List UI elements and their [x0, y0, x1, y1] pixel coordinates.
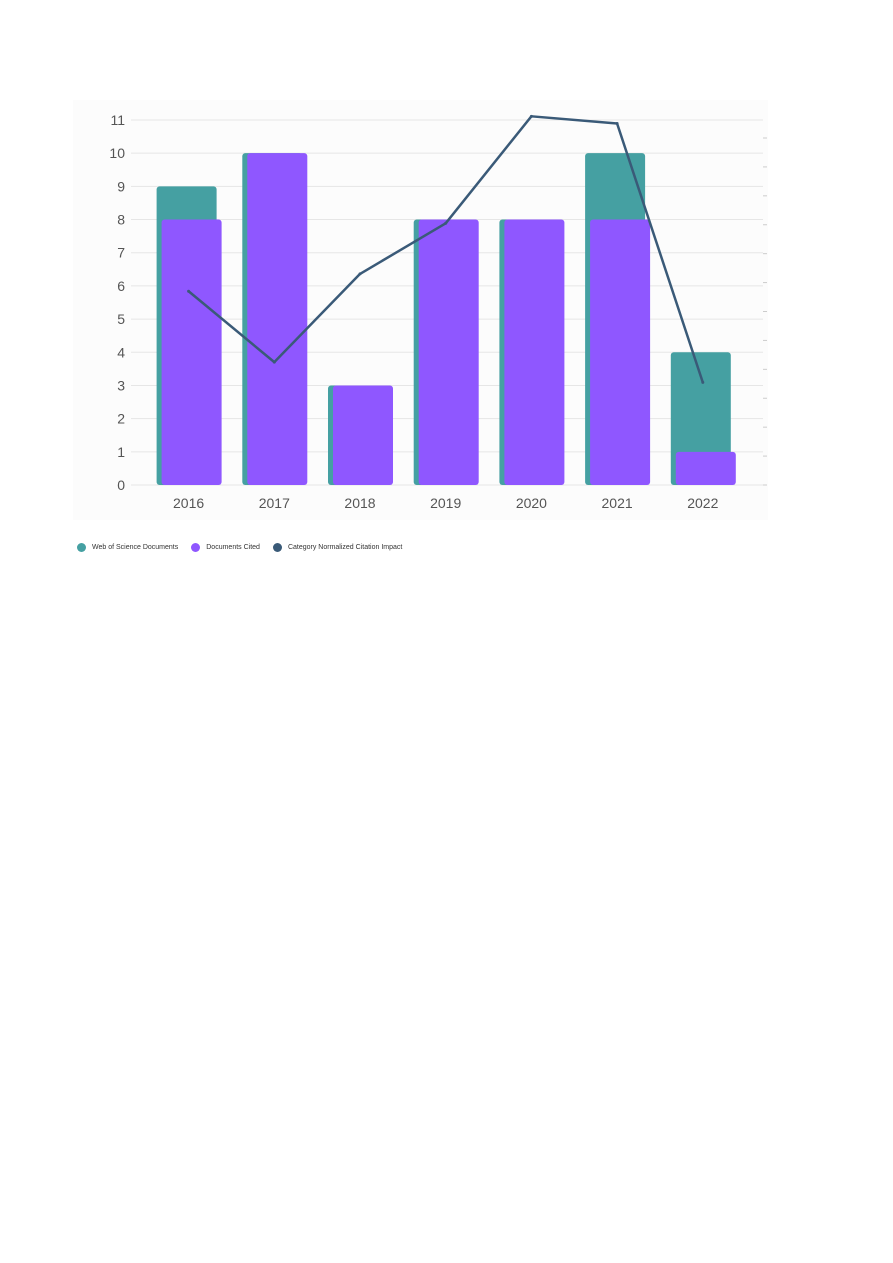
point-category-normalized-citation-impact-2018[interactable] — [358, 272, 362, 276]
legend-item-documents-cited[interactable]: Documents Cited — [191, 543, 260, 552]
left-tick-label: 10 — [109, 145, 125, 161]
x-tick-label-2018: 2018 — [344, 495, 375, 511]
legend-item-category-normalized-citation-impact[interactable]: Category Normalized Citation Impact — [272, 543, 403, 552]
legend: Web of Science Documents Documents Cited… — [77, 543, 415, 552]
line-layer — [187, 114, 705, 384]
bar-documents-cited-2021[interactable] — [590, 219, 651, 485]
left-axis: 0 1 2 3 4 5 6 7 8 9 10 11 — [109, 112, 125, 493]
point-category-normalized-citation-impact-2019[interactable] — [444, 221, 448, 225]
combo-chart: 0 1 2 3 4 5 6 7 8 9 10 11 0.00.20.40.60.81.01.21.41… — [109, 112, 767, 511]
chart-panel: 0 1 2 3 4 5 6 7 8 9 10 11 0.00.20.40.60.81.01.21.41… — [73, 100, 768, 520]
legend-swatch-documents-cited — [191, 543, 201, 552]
left-tick-label: 7 — [117, 245, 125, 261]
left-tick-label: 8 — [117, 212, 125, 228]
point-category-normalized-citation-impact-2020[interactable] — [529, 114, 533, 118]
x-tick-label-2016: 2016 — [173, 495, 204, 511]
x-axis: 2016 2017 2018 2019 2020 2021 2022 — [173, 495, 719, 511]
x-tick-label-2017: 2017 — [259, 495, 290, 511]
bar-documents-cited-2019[interactable] — [418, 219, 479, 485]
point-category-normalized-citation-impact-2017[interactable] — [272, 360, 276, 364]
left-tick-label: 4 — [117, 344, 125, 360]
point-category-normalized-citation-impact-2022[interactable] — [701, 380, 705, 384]
left-tick-label: 1 — [117, 444, 125, 460]
left-tick-label: 2 — [117, 411, 125, 427]
legend-item-web-of-science-documents[interactable]: Web of Science Documents — [77, 543, 178, 552]
left-tick-label: 11 — [110, 112, 125, 128]
legend-label-category-normalized-citation-impact: Category Normalized Citation Impact — [287, 544, 403, 551]
bar-documents-cited-2016[interactable] — [161, 219, 222, 485]
bar-documents-cited-2018[interactable] — [333, 385, 393, 485]
point-category-normalized-citation-impact-2016[interactable] — [187, 289, 191, 293]
x-tick-label-2019: 2019 — [430, 495, 461, 511]
x-tick-label-2020: 2020 — [516, 495, 547, 511]
legend-swatch-web-of-science-documents — [77, 543, 86, 552]
x-tick-label-2021: 2021 — [602, 495, 633, 511]
left-tick-label: 0 — [117, 477, 125, 493]
bar-documents-cited-2020[interactable] — [504, 219, 565, 485]
left-tick-label: 6 — [117, 278, 125, 294]
bars-layer — [156, 153, 736, 485]
left-tick-label: 3 — [117, 377, 125, 393]
legend-label-web-of-science-documents: Web of Science Documents — [92, 544, 179, 551]
bar-documents-cited-2022[interactable] — [675, 451, 736, 485]
legend-label-documents-cited: Documents Cited — [206, 544, 260, 551]
legend-swatch-category-normalized-citation-impact — [272, 543, 282, 552]
left-tick-label: 5 — [117, 311, 125, 327]
left-tick-label: 9 — [117, 178, 125, 194]
right-axis: 0.00.20.40.60.81.01.21.41.61.82.02.22.4 — [763, 137, 767, 486]
x-tick-label-2022: 2022 — [687, 495, 718, 511]
bar-documents-cited-2017[interactable] — [247, 153, 308, 485]
point-category-normalized-citation-impact-2021[interactable] — [615, 122, 619, 126]
